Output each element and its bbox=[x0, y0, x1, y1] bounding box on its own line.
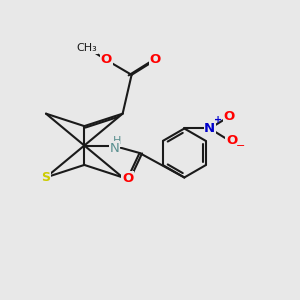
Text: O: O bbox=[100, 53, 112, 66]
Text: N: N bbox=[109, 142, 119, 155]
Text: N: N bbox=[204, 122, 215, 135]
Text: O: O bbox=[224, 110, 235, 123]
Text: −: − bbox=[236, 141, 245, 151]
Text: S: S bbox=[41, 171, 50, 184]
Text: CH₃: CH₃ bbox=[76, 43, 97, 53]
Text: O: O bbox=[150, 53, 161, 66]
Text: O: O bbox=[226, 134, 237, 147]
Text: H: H bbox=[113, 136, 121, 146]
Text: +: + bbox=[214, 115, 222, 125]
Text: O: O bbox=[122, 172, 133, 185]
